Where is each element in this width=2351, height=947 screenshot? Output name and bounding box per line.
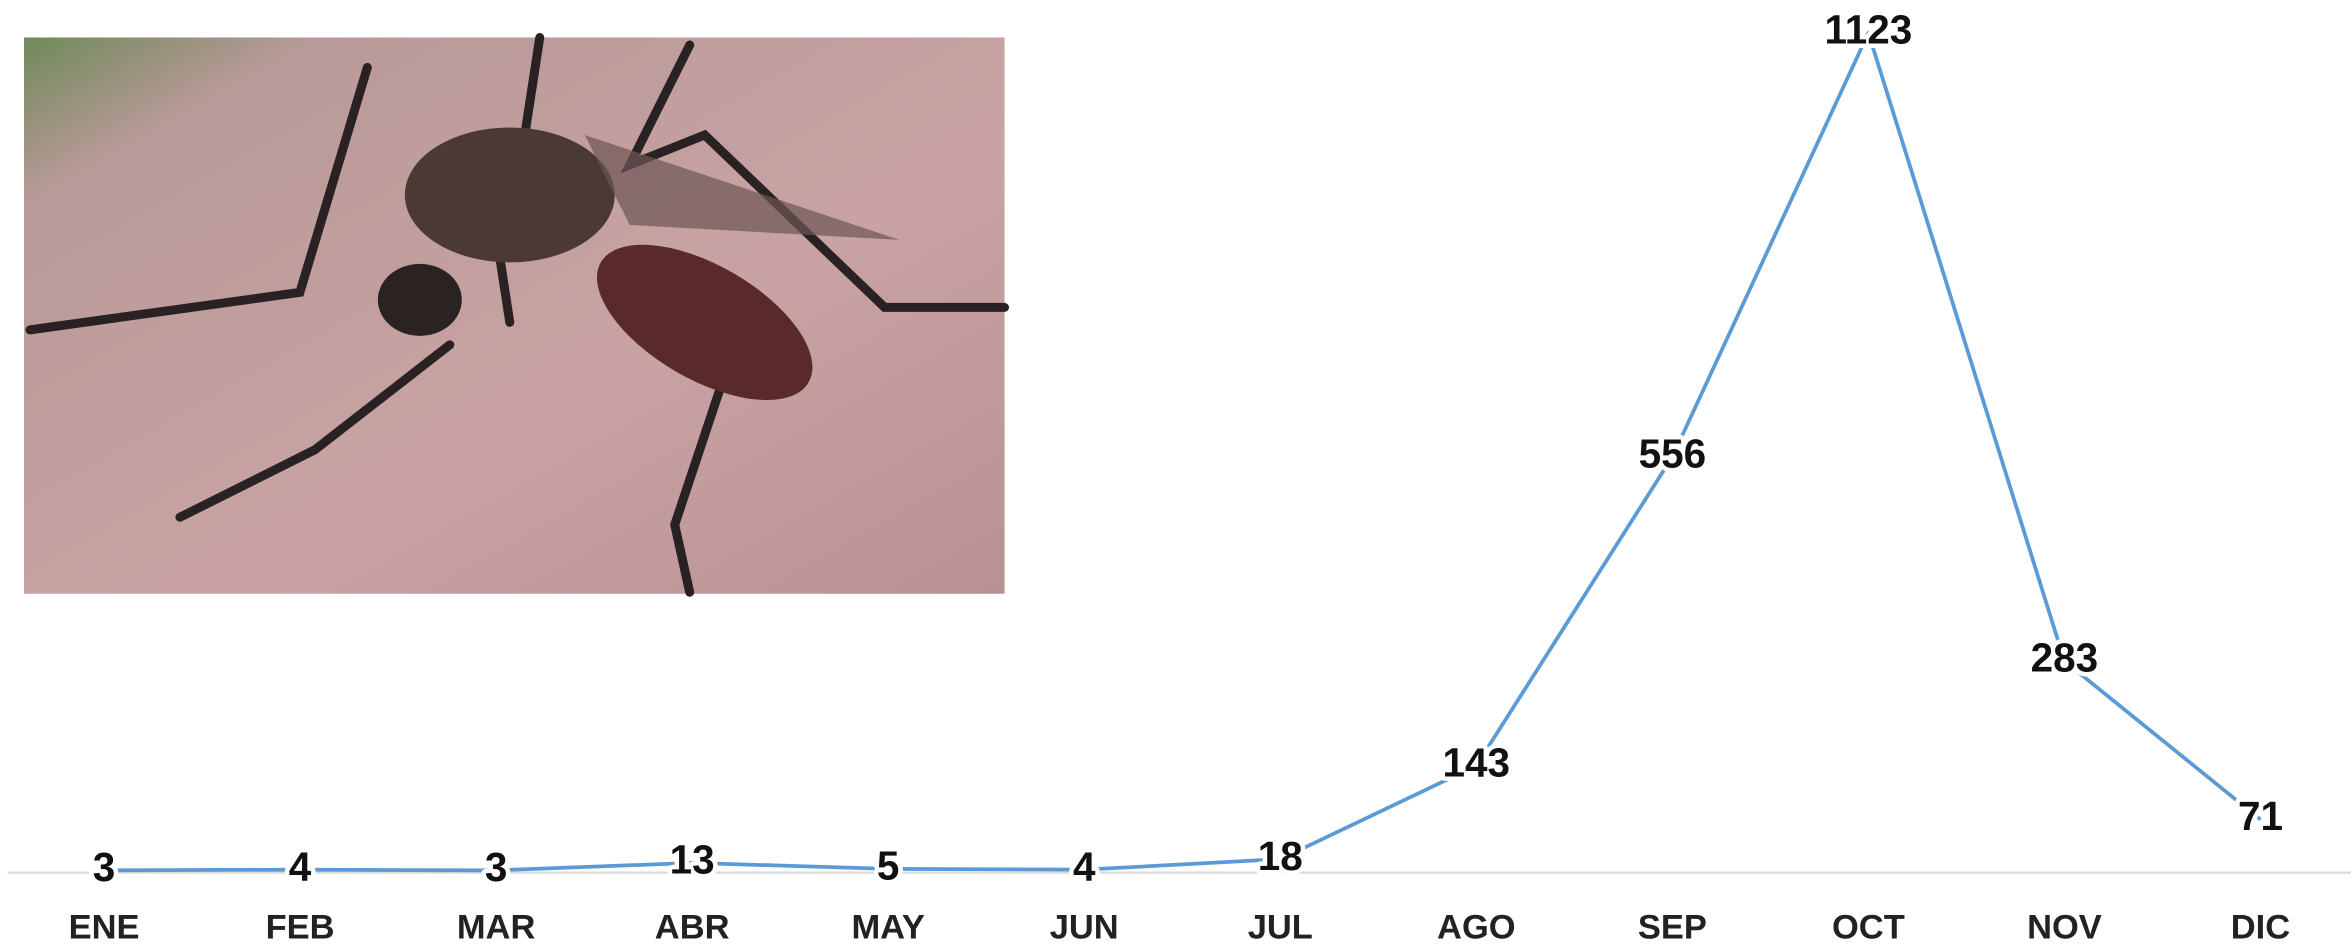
x-tick-label: OCT <box>1832 909 1905 947</box>
x-tick-label: ENE <box>69 909 140 947</box>
chart: ENE FEB MAR ABR MAY JUN JUL AGO SEP OCT NOV DIC 3 4 3 1… <box>0 0 2351 947</box>
x-tick-label: FEB <box>266 909 335 947</box>
data-label: 1123 <box>1824 7 1912 53</box>
x-tick-label: MAY <box>851 909 924 947</box>
data-label: 13 <box>670 837 715 883</box>
data-label: 3 <box>485 844 508 890</box>
x-tick-label: NOV <box>2027 909 2102 947</box>
data-label: 71 <box>2238 793 2283 839</box>
x-tick-label: JUN <box>1050 909 1119 947</box>
x-tick-label: DIC <box>2231 909 2290 947</box>
x-tick-label: JUL <box>1248 909 1313 947</box>
x-tick-label: MAR <box>457 909 536 947</box>
data-label: 18 <box>1258 833 1303 879</box>
data-label: 4 <box>289 843 312 889</box>
data-label: 5 <box>877 843 900 889</box>
data-label: 4 <box>1073 843 1096 889</box>
data-label: 143 <box>1443 739 1511 785</box>
data-label: 556 <box>1639 431 1707 477</box>
x-tick-label: AGO <box>1437 909 1516 947</box>
photo <box>24 37 1005 593</box>
x-tick-label: SEP <box>1638 909 1707 947</box>
data-label: 3 <box>93 844 116 890</box>
data-label: 283 <box>2031 635 2099 681</box>
x-tick-label: ABR <box>655 909 730 947</box>
